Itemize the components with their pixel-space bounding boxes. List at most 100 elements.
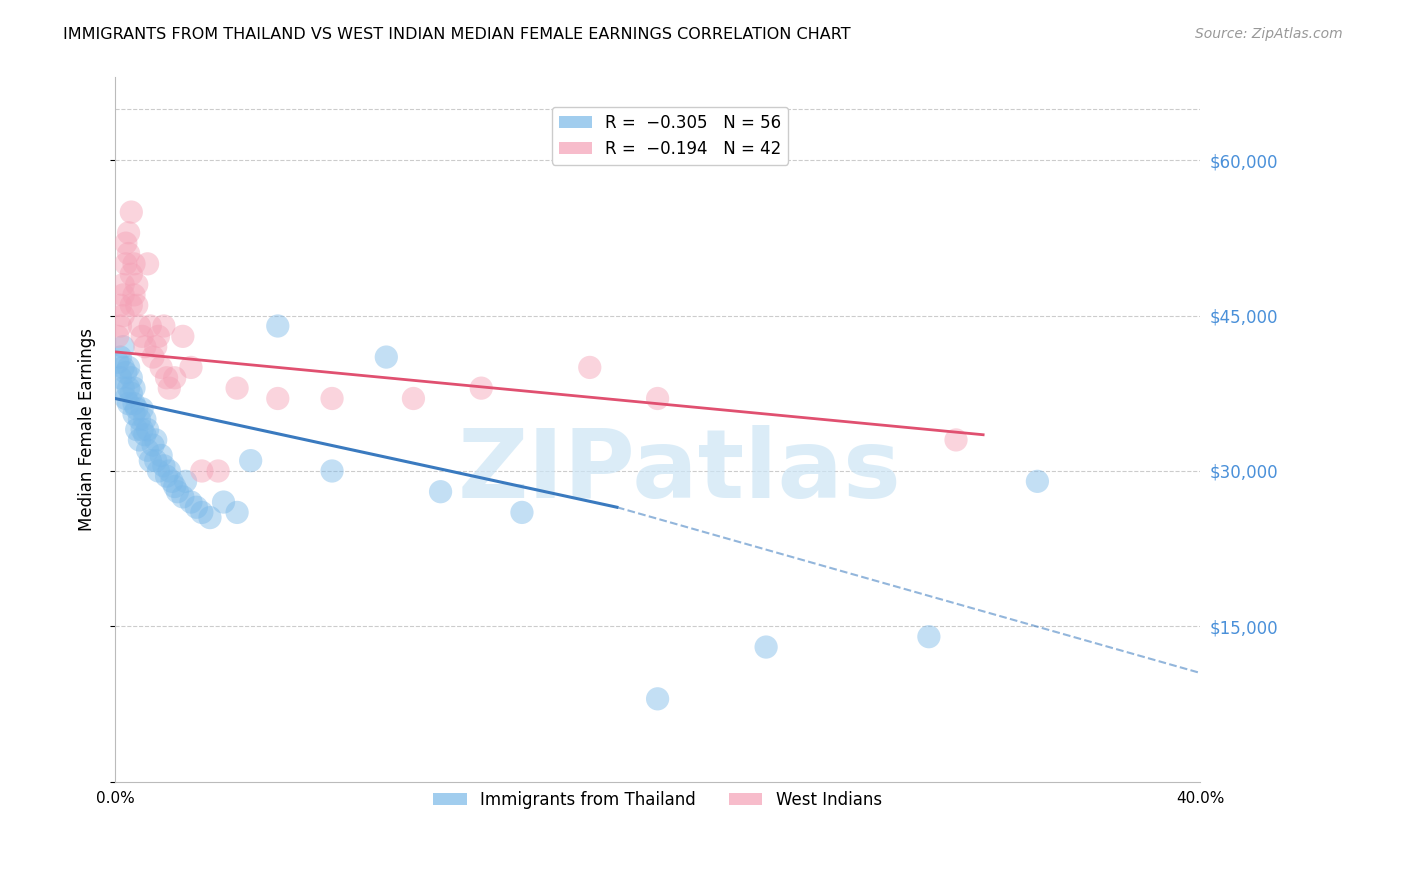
Point (125, 423, 148, 437)
Point (125, 401, 148, 416)
Point (145, 453, 167, 467)
Point (186, 500, 208, 515)
Point (115, 236, 138, 251)
Y-axis label: Median Female Earnings: Median Female Earnings (79, 328, 96, 531)
Point (115, 366, 138, 380)
Point (142, 438, 165, 452)
Point (112, 340, 135, 354)
Point (134, 340, 156, 354)
Point (110, 350, 132, 364)
Point (945, 433, 967, 447)
Point (120, 298, 142, 312)
Point (578, 360, 600, 375)
Point (110, 371, 132, 385)
Point (1026, 475, 1049, 489)
Point (172, 490, 194, 504)
Point (198, 510, 221, 524)
Point (117, 381, 139, 395)
Point (157, 381, 180, 395)
Point (510, 505, 533, 519)
Point (429, 484, 451, 499)
Point (136, 443, 159, 458)
Point (375, 350, 398, 364)
Point (207, 464, 229, 478)
Point (145, 433, 167, 447)
Point (148, 464, 170, 478)
Point (122, 381, 145, 395)
Point (191, 505, 214, 519)
Point (112, 277, 135, 292)
Point (647, 691, 669, 706)
Point (321, 464, 343, 478)
Point (150, 449, 173, 463)
Text: IMMIGRANTS FROM THAILAND VS WEST INDIAN MEDIAN FEMALE EARNINGS CORRELATION CHART: IMMIGRANTS FROM THAILAND VS WEST INDIAN … (63, 27, 851, 42)
Point (107, 355, 129, 369)
Point (122, 288, 145, 302)
Point (150, 360, 173, 375)
Point (226, 381, 249, 395)
Point (145, 340, 167, 354)
Point (172, 329, 194, 343)
Point (115, 392, 138, 406)
Point (128, 433, 150, 447)
Point (128, 318, 150, 333)
Point (155, 371, 177, 385)
Point (134, 427, 156, 442)
Point (918, 630, 941, 644)
Point (174, 475, 197, 489)
Point (112, 360, 135, 375)
Point (120, 386, 142, 401)
Point (120, 205, 142, 219)
Point (110, 298, 132, 312)
Point (402, 392, 425, 406)
Point (470, 381, 492, 395)
Point (148, 329, 170, 343)
Point (267, 392, 290, 406)
Point (125, 298, 148, 312)
Point (136, 423, 159, 437)
Point (180, 360, 202, 375)
Point (163, 479, 186, 493)
Point (212, 495, 235, 509)
Point (115, 257, 138, 271)
Point (191, 464, 214, 478)
Point (125, 277, 148, 292)
Point (647, 392, 669, 406)
Point (131, 401, 153, 416)
Point (239, 453, 262, 467)
Point (110, 318, 132, 333)
Point (112, 381, 135, 395)
Point (128, 412, 150, 426)
Point (117, 226, 139, 240)
Point (139, 453, 162, 467)
Point (112, 288, 135, 302)
Point (122, 407, 145, 421)
Text: Source: ZipAtlas.com: Source: ZipAtlas.com (1195, 27, 1343, 41)
Point (107, 329, 129, 343)
Legend: Immigrants from Thailand, West Indians: Immigrants from Thailand, West Indians (426, 784, 889, 815)
Point (160, 475, 183, 489)
Point (120, 267, 142, 281)
Point (112, 309, 135, 323)
Point (180, 495, 202, 509)
Text: ZIPatlas: ZIPatlas (457, 425, 901, 518)
Point (136, 257, 159, 271)
Point (157, 464, 180, 478)
Point (153, 318, 176, 333)
Point (120, 371, 142, 385)
Point (267, 318, 290, 333)
Point (226, 505, 249, 519)
Point (142, 350, 165, 364)
Point (122, 397, 145, 411)
Point (134, 412, 156, 426)
Point (163, 371, 186, 385)
Point (166, 484, 188, 499)
Point (117, 360, 139, 375)
Point (131, 423, 153, 437)
Point (117, 397, 139, 411)
Point (321, 392, 343, 406)
Point (122, 257, 145, 271)
Point (153, 458, 176, 473)
Point (139, 318, 162, 333)
Point (155, 469, 177, 483)
